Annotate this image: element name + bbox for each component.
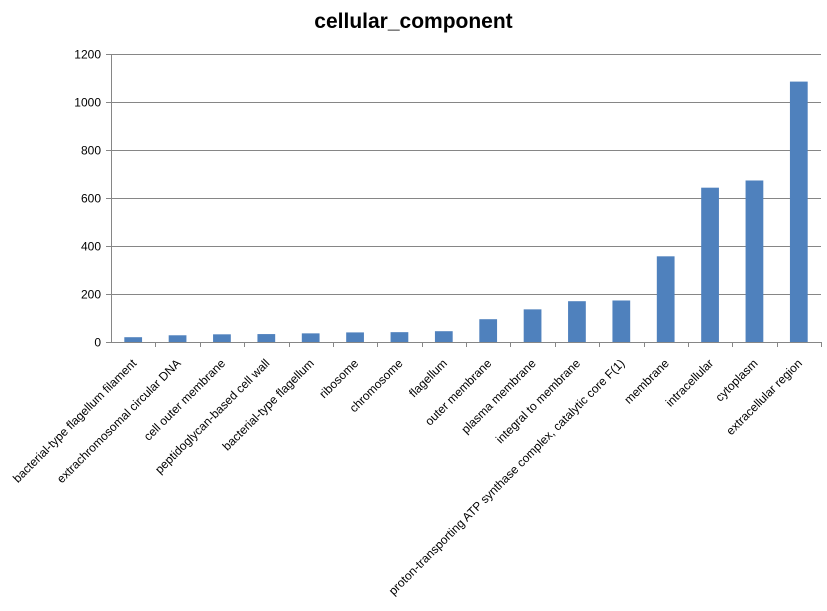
bar <box>479 319 498 342</box>
bar <box>612 300 631 342</box>
y-tick-label: 0 <box>94 336 101 350</box>
y-tick-label: 1000 <box>74 96 101 110</box>
bar <box>346 332 364 342</box>
bar <box>434 331 453 342</box>
y-tick-label: 800 <box>81 144 101 158</box>
bar <box>523 309 542 342</box>
bar <box>745 180 764 342</box>
x-tick-label: ribosome <box>316 356 361 401</box>
y-tick-label: 400 <box>81 240 101 254</box>
bar <box>656 256 675 342</box>
bar <box>390 332 409 342</box>
y-tick-label: 1200 <box>74 48 101 62</box>
y-tick-label: 200 <box>81 288 101 302</box>
chart-title: cellular_component <box>314 10 513 33</box>
x-tick-label: intracellular <box>663 356 716 409</box>
bar <box>257 334 276 342</box>
bars <box>124 81 808 342</box>
bar <box>568 301 586 342</box>
x-tick-label: bacterial-type flagellum <box>220 356 317 453</box>
y-tick-label: 600 <box>81 192 101 206</box>
x-tick-labels: bacterial-type flagellum filamentextrach… <box>10 356 805 598</box>
bar <box>213 334 231 342</box>
x-tick-label: cell outer membrane <box>141 356 228 443</box>
x-tick-label: extracellular region <box>723 356 805 438</box>
bar <box>168 335 187 342</box>
x-tick-label: integral to membrane <box>493 356 583 446</box>
bar <box>789 81 808 342</box>
bar <box>701 187 719 342</box>
bar <box>124 337 143 342</box>
x-tick-label: flagellum <box>406 356 450 400</box>
y-tick-labels: 0 200 400 600 800 1000 1200 <box>74 48 101 350</box>
x-tick-label: plasma membrane <box>459 356 539 436</box>
axes <box>106 54 822 347</box>
bar <box>301 333 320 342</box>
